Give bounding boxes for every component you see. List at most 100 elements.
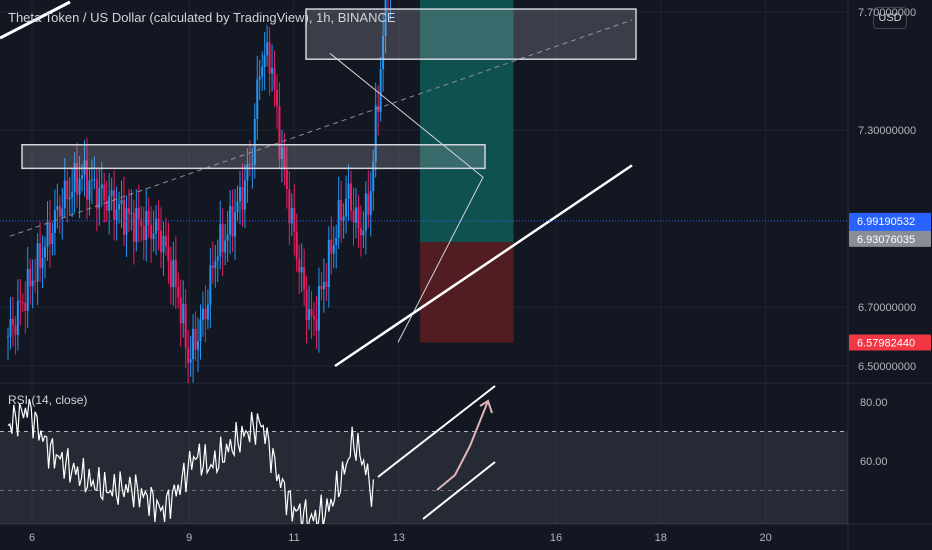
time-tick-label: 16 — [550, 532, 562, 544]
candle-body — [100, 184, 103, 189]
rsi-pane — [0, 385, 848, 524]
candle-body — [226, 234, 229, 241]
candle-body — [305, 289, 308, 321]
candle-body — [187, 347, 190, 363]
candle-body — [127, 208, 130, 214]
candle-body — [317, 285, 320, 331]
candle-body — [345, 198, 348, 217]
candle-body — [98, 188, 101, 209]
candle-body — [152, 233, 155, 240]
candle-body — [167, 246, 170, 262]
candle-body — [280, 147, 283, 159]
candle-body — [357, 207, 360, 229]
candle-body — [256, 79, 259, 120]
candle-body — [29, 268, 32, 287]
candle-body — [325, 281, 328, 288]
candle-body — [310, 309, 313, 317]
candle-body — [177, 286, 180, 298]
candle-body — [231, 206, 234, 237]
candle-body — [61, 208, 64, 217]
last-price-tag-bg — [849, 230, 931, 247]
currency-button[interactable]: USD — [873, 7, 907, 29]
rsi-projection — [436, 400, 489, 491]
candle-body — [273, 68, 276, 90]
rsi-channel-lower — [422, 461, 496, 520]
zone-7-6 — [305, 8, 637, 60]
candle-body — [293, 207, 296, 232]
candle-body — [337, 199, 340, 238]
candle-body — [115, 209, 118, 220]
candle-body — [24, 302, 27, 311]
current-price-tag-label: 6.99190532 — [857, 216, 915, 228]
candle-body — [384, 0, 387, 37]
price-series — [7, 0, 392, 384]
candle-body — [216, 256, 219, 261]
candle-body — [110, 190, 113, 196]
candle-body — [31, 280, 34, 287]
candle-body — [379, 69, 382, 113]
candle-body — [11, 318, 14, 326]
candle-body — [268, 42, 271, 74]
candle-body — [320, 285, 323, 290]
candle-body — [179, 297, 182, 324]
candle-body — [261, 66, 264, 77]
candle-body — [105, 200, 108, 211]
candle-body — [142, 225, 145, 241]
candle-body — [214, 260, 217, 269]
candle-body — [41, 257, 44, 268]
stop-price-tag-label: 6.57982440 — [857, 337, 915, 349]
candle-body — [63, 180, 66, 209]
candle-body — [224, 240, 227, 253]
candle-body — [238, 186, 241, 202]
rsi-projection-arrowhead — [479, 399, 493, 414]
candle-body — [14, 325, 17, 335]
candle-body — [135, 207, 138, 242]
candle-body — [258, 76, 261, 80]
candle-body — [48, 222, 51, 244]
time-tick-label: 6 — [29, 532, 35, 544]
candle-body — [275, 89, 278, 106]
candle-body — [160, 230, 163, 253]
candle-body — [288, 189, 291, 224]
candle-body — [44, 246, 47, 258]
dashed-trend-line — [9, 19, 633, 237]
time-tick-label: 18 — [655, 532, 667, 544]
triangle-pattern — [329, 52, 484, 343]
candle-body — [19, 300, 22, 303]
candle-body — [330, 239, 333, 254]
candle-body — [155, 218, 158, 234]
candle-body — [322, 281, 325, 290]
candle-body — [140, 219, 143, 226]
candle-body — [122, 199, 125, 235]
candle-body — [132, 212, 135, 242]
rsi-tick-label: 60.00 — [860, 456, 888, 468]
candle-body — [382, 36, 385, 70]
ascending-trendline — [334, 164, 633, 368]
candle-body — [219, 224, 222, 257]
candle-body — [118, 204, 121, 210]
candle-body — [290, 207, 293, 224]
candle-body — [197, 341, 200, 350]
candle-body — [271, 68, 274, 74]
candle-body — [246, 163, 249, 181]
candle-body — [234, 212, 237, 237]
candle-body — [374, 105, 377, 162]
candle-body — [184, 303, 187, 348]
candle-body — [372, 161, 375, 192]
candle-body — [236, 201, 239, 213]
candle-body — [354, 207, 357, 223]
candle-body — [229, 206, 232, 235]
candle-body — [189, 359, 192, 363]
price-tick-label: 7.70000000 — [858, 7, 916, 19]
candle-body — [120, 199, 123, 205]
rsi-line — [7, 398, 374, 524]
candle-body — [93, 179, 96, 181]
candle-body — [58, 206, 61, 217]
candle-body — [209, 265, 212, 305]
axes: 8.500000008.100000007.700000007.30000000… — [29, 7, 916, 544]
profit-zone — [420, 0, 514, 243]
drawings[interactable] — [0, 0, 637, 368]
